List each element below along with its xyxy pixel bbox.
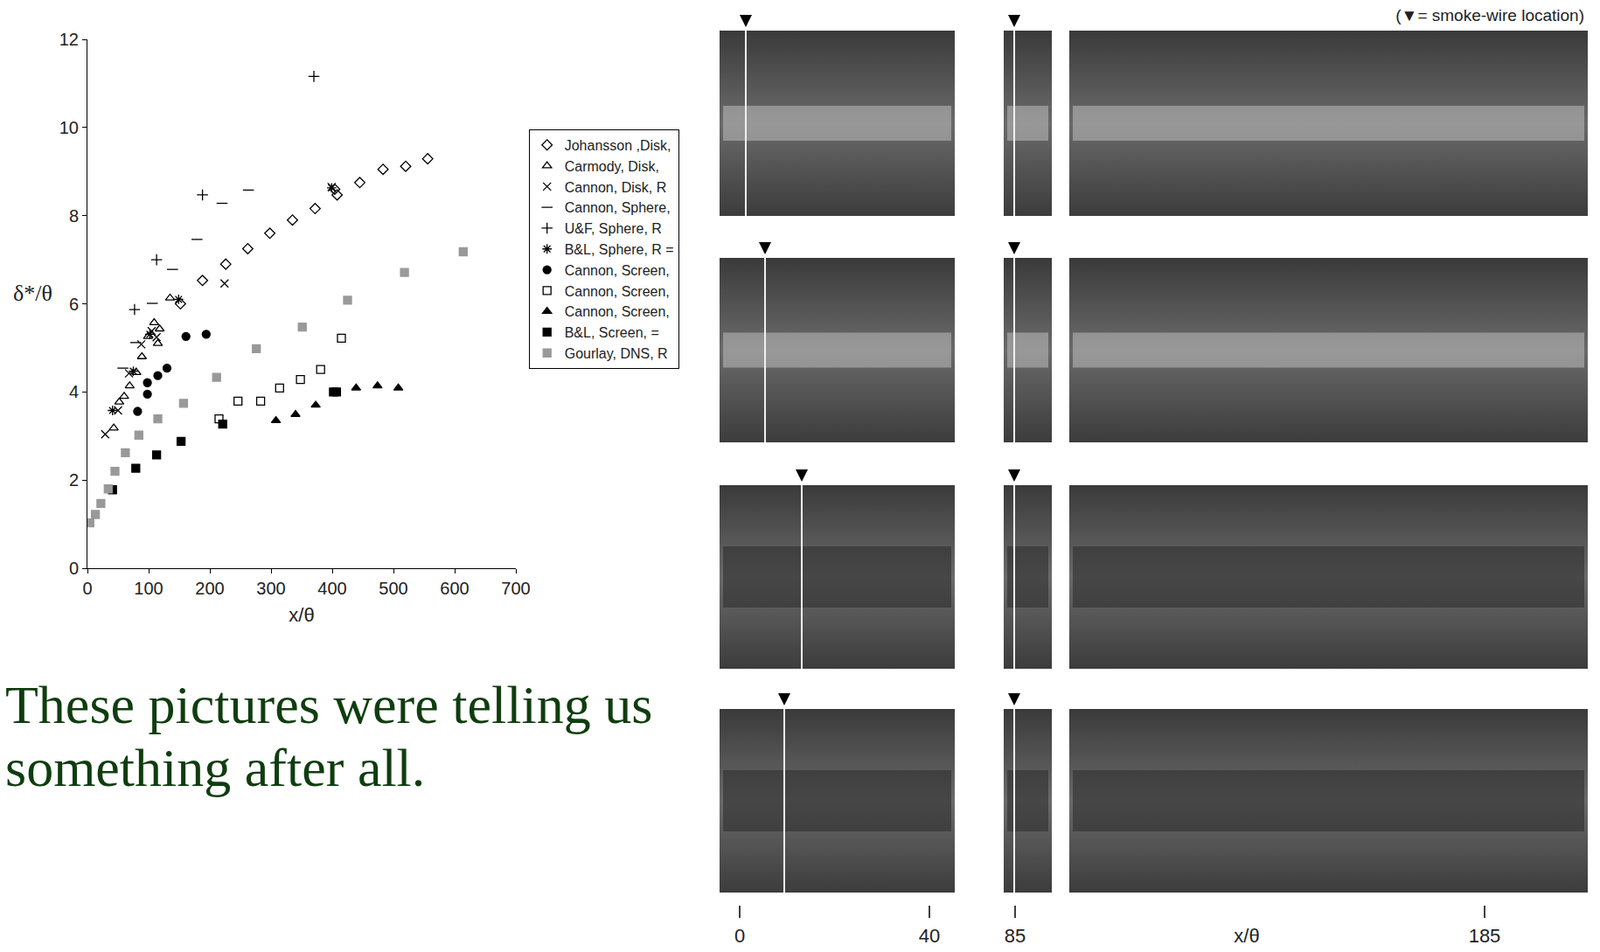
svg-text:100: 100 (133, 578, 163, 599)
svg-text:(▼= smoke-wire location): (▼= smoke-wire location) (1395, 6, 1585, 25)
svg-text:Cannon, Sphere,: Cannon, Sphere, (564, 200, 671, 216)
svg-text:B&L, Sphere, R =: B&L, Sphere, R = (564, 242, 675, 258)
svg-text:600: 600 (439, 578, 469, 599)
svg-text:U&F, Sphere, R: U&F, Sphere, R (564, 221, 662, 237)
svg-text:0: 0 (69, 558, 79, 578)
svg-text:500: 500 (378, 578, 408, 599)
svg-text:0: 0 (734, 925, 745, 947)
svg-text:400: 400 (317, 578, 347, 599)
html-text:These pictures were telling us: These pictures were telling us something… (5, 674, 653, 798)
svg-text:δ*/θ: δ*/θ (13, 280, 53, 307)
svg-text:85: 85 (1004, 925, 1026, 947)
svg-text:0: 0 (82, 578, 92, 599)
svg-text:Cannon, Screen,: Cannon, Screen, (564, 263, 670, 279)
svg-text:Gourlay, DNS, R: Gourlay, DNS, R (564, 346, 668, 362)
svg-text:8: 8 (69, 206, 79, 226)
svg-text:x/θ: x/θ (288, 604, 314, 627)
svg-text:Cannon, Screen,: Cannon, Screen, (564, 304, 670, 320)
svg-text:4: 4 (69, 382, 79, 402)
svg-text:300: 300 (256, 578, 286, 599)
svg-text:Cannon, Disk, R: Cannon, Disk, R (564, 180, 668, 195)
svg-text:Carmody, Disk,: Carmody, Disk, (564, 159, 660, 174)
svg-text:40: 40 (918, 925, 940, 947)
svg-text:6: 6 (69, 294, 79, 314)
svg-text:10: 10 (59, 118, 79, 138)
svg-text:Johansson ,Disk,: Johansson ,Disk, (564, 138, 672, 154)
svg-text:x/θ: x/θ (1233, 925, 1260, 947)
svg-text:185: 185 (1468, 925, 1502, 947)
svg-text:700: 700 (500, 578, 530, 599)
svg-text:200: 200 (194, 578, 224, 599)
svg-text:B&L, Screen, =: B&L, Screen, = (564, 325, 660, 341)
svg-text:2: 2 (69, 470, 79, 490)
svg-text:Cannon, Screen,: Cannon, Screen, (564, 284, 670, 300)
svg-text:12: 12 (59, 29, 79, 49)
